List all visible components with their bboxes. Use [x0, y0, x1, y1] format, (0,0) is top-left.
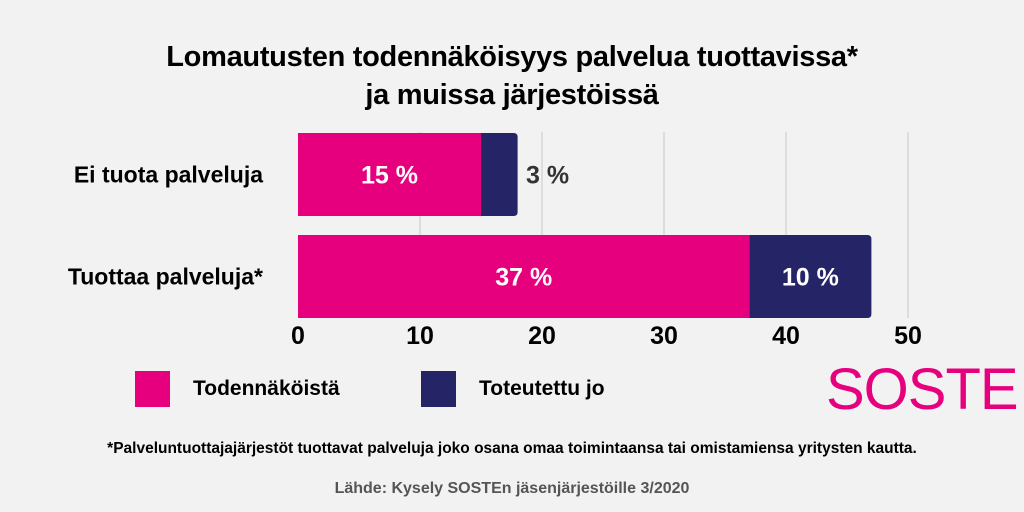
- data-label: 3 %: [526, 162, 569, 190]
- x-tick-label: 10: [406, 322, 434, 350]
- legend-label-todennakoista: Todennäköistä: [193, 377, 340, 400]
- data-label: 37 %: [495, 264, 552, 292]
- category-label: Tuottaa palveluja*: [68, 264, 263, 290]
- legend-swatch-todennakoista: [135, 371, 170, 407]
- legend-item-toteutettu-jo: Toteutettu jo: [421, 371, 605, 407]
- bar-segment: [298, 235, 750, 318]
- bar-segment: [749, 235, 872, 318]
- x-tick-label: 30: [650, 322, 678, 350]
- soste-logo: SOSTE: [826, 357, 1019, 422]
- source-note: Lähde: Kysely SOSTEn jäsenjärjestöille 3…: [334, 480, 690, 497]
- chart-title: Lomautusten todennäköisyys palvelua tuot…: [0, 38, 1024, 114]
- bar-segment: [298, 133, 481, 216]
- bar-segment: [481, 133, 518, 216]
- legend-item-todennakoista: Todennäköistä: [135, 371, 340, 407]
- x-tick-label: 20: [528, 322, 556, 350]
- footnote: *Palveluntuottajajärjestöt tuottavat pal…: [107, 440, 917, 457]
- chart-title-line-2: ja muissa järjestöissä: [365, 79, 659, 111]
- category-label: Ei tuota palveluja: [74, 162, 263, 188]
- legend-label-toteutettu-jo: Toteutettu jo: [479, 377, 605, 400]
- x-tick-label: 0: [291, 322, 305, 350]
- chart-title-line-1: Lomautusten todennäköisyys palvelua tuot…: [166, 41, 858, 73]
- data-label: 10 %: [782, 264, 839, 292]
- x-tick-label: 50: [894, 322, 922, 350]
- x-tick-label: 40: [772, 322, 800, 350]
- data-label: 15 %: [361, 162, 418, 190]
- legend-swatch-toteutettu-jo: [421, 371, 456, 407]
